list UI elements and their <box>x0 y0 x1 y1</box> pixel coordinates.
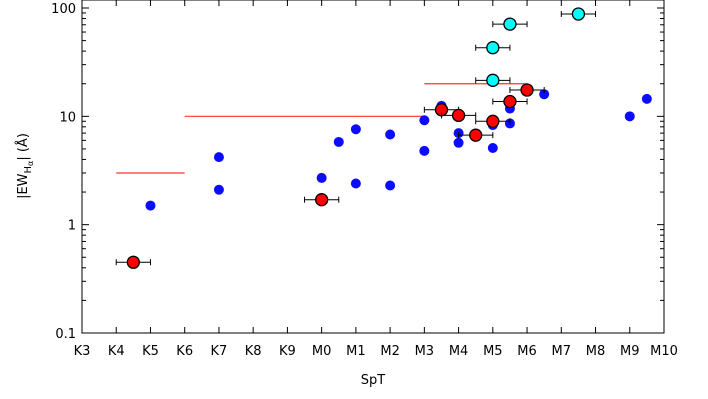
red-point <box>469 128 483 142</box>
blue-point <box>213 184 224 195</box>
blue-point <box>539 89 550 100</box>
svg-text:|EWHα| (Å): |EWHα| (Å) <box>15 133 35 199</box>
blue-point <box>419 115 430 126</box>
cyan-point <box>486 73 500 87</box>
blue-point <box>350 178 361 189</box>
x-tick-label: M7 <box>552 344 572 359</box>
x-tick-label: K5 <box>142 344 159 359</box>
x-tick-label: M9 <box>620 344 640 359</box>
blue-point <box>316 172 327 183</box>
x-axis-label: SpT <box>361 373 386 388</box>
blue-point <box>213 152 224 163</box>
x-tick-label: M5 <box>483 344 503 359</box>
blue-point <box>419 145 430 156</box>
red-point <box>451 108 466 123</box>
red-point <box>503 94 517 109</box>
x-tick-label: M3 <box>415 344 435 359</box>
x-tick-label: K9 <box>279 344 296 359</box>
blue-point <box>641 93 652 104</box>
blue-point <box>453 137 464 148</box>
y-axis-label: |EWHα| (Å) <box>15 133 35 199</box>
red-point <box>314 193 329 207</box>
x-tick-label: K4 <box>108 344 125 359</box>
x-tick-label: K8 <box>245 344 262 359</box>
x-tick-label: M10 <box>650 344 678 359</box>
x-tick-label: M6 <box>517 344 537 359</box>
y-tick-label: 10 <box>59 110 76 125</box>
x-tick-label: K6 <box>176 344 193 359</box>
plot-frame <box>81 0 665 334</box>
cyan-point <box>571 7 586 21</box>
y-tick-label: 1 <box>68 219 76 234</box>
blue-point <box>333 136 344 147</box>
y-tick-label: 100 <box>51 2 76 17</box>
blue-point <box>145 200 156 211</box>
red-point <box>126 255 141 269</box>
blue-point <box>624 111 635 122</box>
x-tick-label: K3 <box>74 344 91 359</box>
red-point <box>486 114 500 128</box>
blue-point <box>385 129 396 140</box>
x-tick-label: M4 <box>449 344 469 359</box>
cyan-point <box>486 41 500 55</box>
x-tick-label: K7 <box>211 344 228 359</box>
x-tick-label: M1 <box>346 344 366 359</box>
x-tick-label: M8 <box>586 344 606 359</box>
blue-point <box>487 143 498 154</box>
red-point <box>520 83 534 97</box>
cyan-point <box>503 17 517 31</box>
x-tick-label: M0 <box>312 344 332 359</box>
y-tick-label: 0.1 <box>55 327 76 342</box>
x-tick-label: M2 <box>380 344 400 359</box>
blue-point <box>385 180 396 191</box>
blue-point <box>350 124 361 135</box>
